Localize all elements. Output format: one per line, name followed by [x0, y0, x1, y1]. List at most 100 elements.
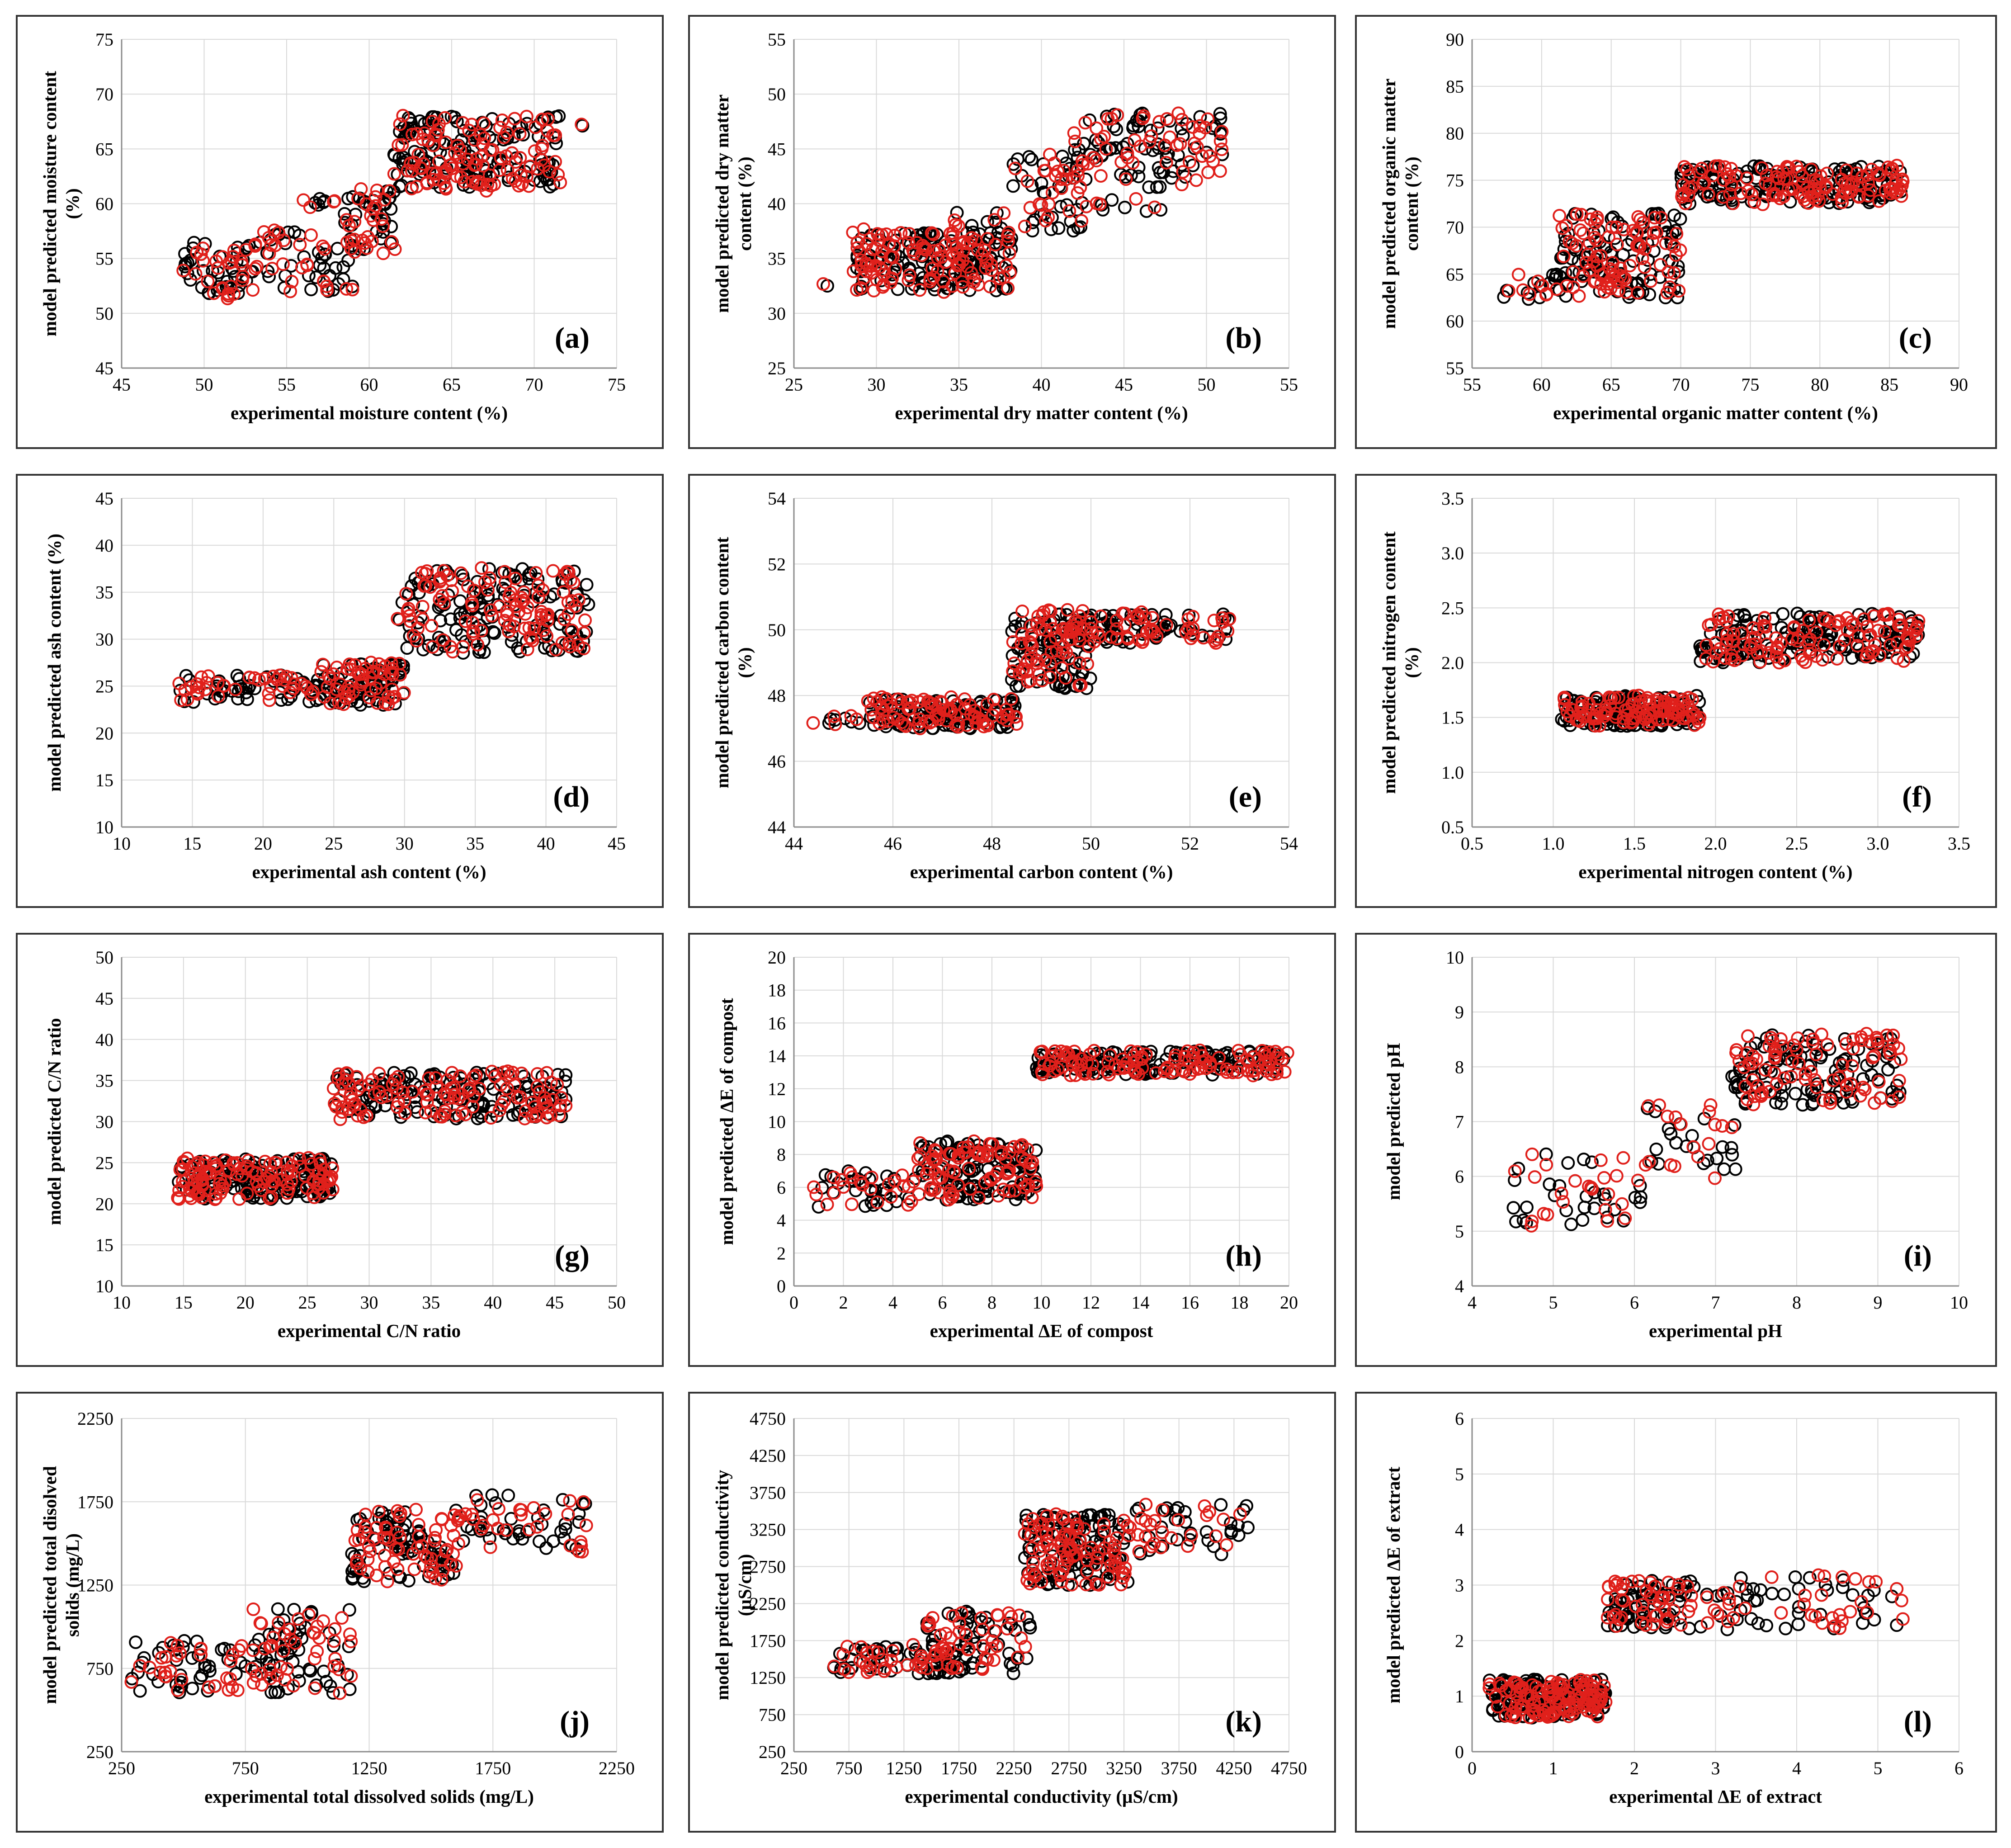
point-series-b: [328, 1097, 342, 1111]
point-series-b: [246, 283, 260, 297]
y-axis-title-line: model predicted carbon content: [712, 537, 732, 788]
point-series-b: [477, 131, 491, 145]
point-series-b: [1616, 1151, 1630, 1165]
point-series-b: [1501, 284, 1515, 298]
point-series-a: [1034, 176, 1048, 190]
point-series-b: [1186, 629, 1200, 643]
point-series-a: [341, 192, 355, 206]
point-series-b: [405, 182, 419, 196]
point-series-b: [366, 213, 380, 227]
point-series-b: [391, 1096, 405, 1110]
point-series-b: [1841, 624, 1855, 638]
point-series-a: [1120, 137, 1134, 151]
point-series-b: [540, 1066, 554, 1080]
point-series-b: [1078, 116, 1092, 130]
x-tick-label: 40: [484, 1292, 502, 1313]
point-series-a: [329, 261, 343, 275]
point-series-b: [1201, 165, 1215, 180]
point-series-b: [1076, 158, 1090, 172]
point-series-a: [852, 716, 866, 730]
points-e: [806, 603, 1237, 735]
y-tick-label: 70: [1446, 217, 1464, 237]
point-series-b: [1062, 204, 1076, 218]
point-series-a: [540, 173, 554, 187]
point-series-b: [384, 235, 398, 249]
point-series-b: [461, 579, 475, 593]
point-series-a: [458, 606, 472, 620]
point-series-b: [928, 1152, 942, 1166]
point-series-b: [1643, 274, 1657, 288]
point-series-a: [1667, 208, 1681, 222]
point-series-a: [1776, 652, 1790, 666]
point-series-b: [528, 1100, 542, 1114]
point-series-b: [1841, 177, 1855, 191]
point-series-b: [1692, 715, 1706, 729]
point-series-b: [1177, 1064, 1191, 1078]
point-series-a: [318, 247, 332, 261]
point-series-a: [336, 260, 350, 274]
point-series-b: [1744, 638, 1758, 652]
point-series-b: [338, 685, 352, 699]
point-series-b: [1183, 155, 1197, 169]
point-series-b: [297, 193, 311, 207]
y-tick-label: 85: [1446, 76, 1464, 97]
point-series-a: [1071, 221, 1085, 235]
point-series-b: [1772, 171, 1786, 185]
y-axis-title-line: model predicted dry matter: [712, 95, 732, 313]
point-series-a: [1037, 185, 1051, 199]
panel-g: 10 15 20 25 30 35 40 45 50 10 15 20 25 30 35 40 45 50 expe…: [16, 933, 664, 1367]
point-series-b: [1071, 186, 1085, 200]
point-series-a: [288, 225, 302, 239]
point-series-a: [1749, 1036, 1763, 1050]
point-series-b: [1702, 1105, 1716, 1119]
point-series-b: [176, 264, 190, 278]
point-series-b: [340, 282, 354, 296]
point-series-a: [1506, 1201, 1520, 1215]
point-series-b: [411, 147, 425, 161]
point-series-b: [432, 117, 446, 131]
point-series-b: [264, 1639, 279, 1653]
point-series-b: [1674, 1117, 1688, 1131]
point-series-b: [250, 260, 264, 274]
x-tick-label: 35: [422, 1292, 440, 1313]
point-series-b: [474, 128, 488, 142]
point-series-b: [270, 1668, 284, 1682]
y-tick-label: 14: [768, 1046, 786, 1066]
point-series-a: [317, 1664, 331, 1678]
point-series-b: [258, 671, 272, 685]
point-series-b: [1087, 1044, 1101, 1058]
point-series-b: [1193, 119, 1207, 133]
panel-f: 0.5 1.0 1.5 2.0 2.5 3.0 3.5 0.5 1.0 1.5 2.0 2.5 3.0 3…: [1355, 474, 1997, 908]
point-series-b: [449, 1559, 463, 1573]
point-series-a: [262, 269, 276, 284]
point-series-b: [1528, 1170, 1542, 1184]
x-tick-label: 65: [1602, 374, 1620, 395]
point-series-b: [417, 126, 431, 140]
point-series-b: [363, 1545, 377, 1559]
chart-c: 55 60 65 70 75 80 85 905560657075808590experime…: [1378, 29, 1968, 423]
point-series-a: [1559, 1204, 1573, 1218]
point-series-a: [1193, 110, 1207, 124]
point-series-b: [426, 138, 440, 152]
point-series-a: [1068, 143, 1082, 157]
point-series-b: [320, 283, 334, 297]
point-series-b: [504, 1068, 518, 1082]
point-series-b: [993, 271, 1007, 285]
point-series-b: [1856, 1081, 1870, 1095]
point-series-b: [1065, 1054, 1079, 1068]
point-series-a: [554, 1525, 568, 1539]
point-series-a: [554, 609, 568, 623]
point-series-b: [359, 197, 373, 211]
y-tick-label: 1.5: [1441, 708, 1464, 728]
point-series-b: [1002, 246, 1016, 260]
point-series-b: [264, 238, 278, 252]
point-series-b: [242, 671, 256, 685]
point-series-b: [1860, 619, 1874, 633]
x-tick-label: 52: [1181, 833, 1199, 854]
point-series-b: [1899, 641, 1913, 655]
plot-c: 55 60 65 70 75 80 85 905560657075808590experime…: [1378, 29, 1968, 423]
point-series-a: [345, 1572, 359, 1586]
point-series-b: [904, 1195, 918, 1209]
point-series-b: [225, 255, 239, 269]
point-series-a: [304, 283, 318, 297]
